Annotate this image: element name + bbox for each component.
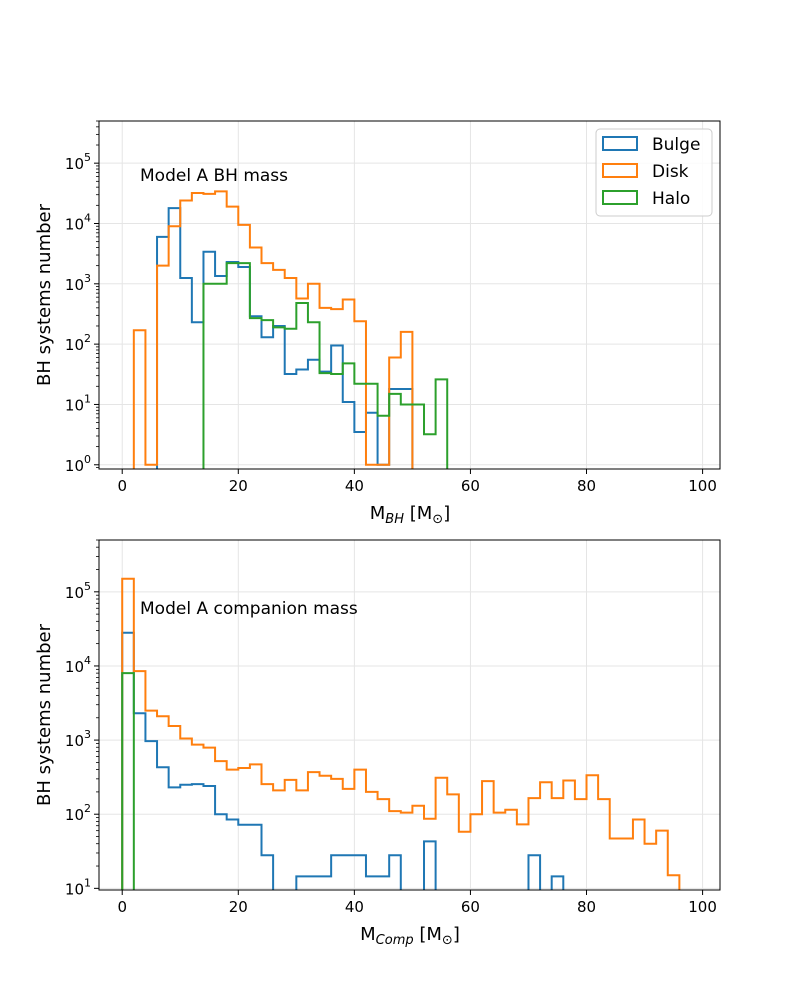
companion-mass-ytick-base: 10 xyxy=(65,658,84,676)
legend-swatch-halo xyxy=(602,190,638,205)
companion-mass-annotation: Model A companion mass xyxy=(140,599,358,619)
bh-mass-series-disk xyxy=(132,190,414,469)
companion-mass-ytick-label: 105 xyxy=(65,580,91,602)
bh-mass-series-bulge xyxy=(156,207,414,469)
companion-mass-xlabel: MComp [M⊙] xyxy=(360,924,460,948)
companion-mass-ytick-exp: 3 xyxy=(84,728,91,741)
companion-mass-ytick-base: 10 xyxy=(65,584,84,602)
companion-mass-xtick-label: 40 xyxy=(345,898,364,916)
companion-mass-ytick-label: 103 xyxy=(65,728,91,750)
companion-mass-xtick-label: 20 xyxy=(229,898,248,916)
companion-mass-xtick-label: 80 xyxy=(577,898,596,916)
legend-label-disk: Disk xyxy=(652,162,689,182)
legend-label-bulge: Bulge xyxy=(652,135,700,155)
bh-mass-series xyxy=(132,190,449,469)
companion-mass-axes-frame xyxy=(98,539,721,891)
companion-mass-xtick-label: 0 xyxy=(117,898,127,916)
companion-mass-ytick-label: 102 xyxy=(65,802,91,824)
bh-mass-ytick-exp: 4 xyxy=(84,211,91,224)
bh-mass-ytick-label: 105 xyxy=(65,151,91,173)
bh-mass-xtick-label: 80 xyxy=(577,477,596,495)
companion-mass-xtick-label: 60 xyxy=(461,898,480,916)
companion-mass-series-disk xyxy=(121,577,681,890)
bh-mass-ytick-exp: 0 xyxy=(84,453,91,466)
companion-mass-ytick-label: 104 xyxy=(65,654,91,676)
companion-mass-series xyxy=(121,577,681,890)
bh-mass-ytick-base: 10 xyxy=(65,457,84,475)
legend-label-halo: Halo xyxy=(652,189,690,209)
bh-mass-ytick-label: 102 xyxy=(65,332,91,354)
bh-mass-xtick-label: 60 xyxy=(461,477,480,495)
bh-mass-xtick-label: 0 xyxy=(117,477,127,495)
legend-swatch-bulge xyxy=(602,136,638,151)
bh-mass-series-halo xyxy=(202,262,449,469)
bh-mass-annotation: Model A BH mass xyxy=(140,166,288,186)
companion-mass-ytick-exp: 4 xyxy=(84,654,91,667)
companion-mass-ytick-exp: 5 xyxy=(84,580,91,593)
bh-mass-ytick-base: 10 xyxy=(65,155,84,173)
bh-mass-ylabel: BH systems number xyxy=(34,203,55,386)
bh-mass-ytick-exp: 1 xyxy=(84,392,91,405)
companion-mass-ytick-base: 10 xyxy=(65,806,84,824)
companion-mass-ytick-label: 101 xyxy=(65,876,91,898)
bh-mass-ytick-base: 10 xyxy=(65,396,84,414)
legend: Bulge Disk Halo xyxy=(595,128,713,217)
companion-mass-ytick-exp: 2 xyxy=(84,802,91,815)
companion-mass-series-halo xyxy=(121,672,135,890)
bh-mass-ytick-base: 10 xyxy=(65,215,84,233)
companion-mass-ylabel: BH systems number xyxy=(34,623,55,806)
companion-mass-ytick-base: 10 xyxy=(65,880,84,898)
bh-mass-ytick-label: 100 xyxy=(65,453,91,475)
bh-mass-ytick-base: 10 xyxy=(65,336,84,354)
bh-mass-ytick-label: 101 xyxy=(65,392,91,414)
bh-mass-ytick-exp: 3 xyxy=(84,272,91,285)
companion-mass-xtick-label: 100 xyxy=(688,898,717,916)
companion-mass-ytick-base: 10 xyxy=(65,732,84,750)
bh-mass-ytick-label: 103 xyxy=(65,272,91,294)
bh-mass-ytick-label: 104 xyxy=(65,211,91,233)
legend-swatch-disk xyxy=(602,163,638,178)
bh-mass-xtick-label: 40 xyxy=(345,477,364,495)
bh-mass-ytick-exp: 5 xyxy=(84,151,91,164)
bh-mass-ytick-base: 10 xyxy=(65,276,84,294)
bh-mass-xtick-label: 20 xyxy=(229,477,248,495)
bh-mass-xtick-label: 100 xyxy=(688,477,717,495)
companion-mass-ytick-exp: 1 xyxy=(84,876,91,889)
companion-mass-grid xyxy=(99,540,720,890)
companion-mass-series-bulge xyxy=(121,631,565,890)
bh-mass-axes-frame xyxy=(98,120,721,470)
bh-mass-ytick-exp: 2 xyxy=(84,332,91,345)
bh-mass-xlabel: MBH [M⊙] xyxy=(370,503,450,527)
